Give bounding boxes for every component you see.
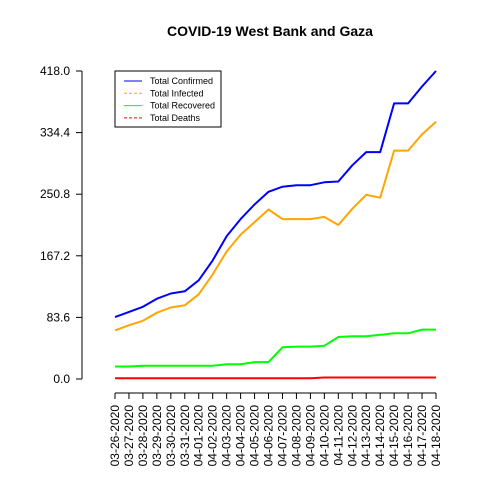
legend-box: [114, 70, 222, 128]
x-tick-label: 03-31-2020: [178, 405, 192, 467]
x-tick-label: 04-07-2020: [275, 405, 289, 467]
x-tick-label: 04-15-2020: [387, 405, 401, 467]
x-tick-label: 04-16-2020: [401, 405, 415, 467]
x-tick-label: 04-10-2020: [317, 405, 331, 467]
y-tick-label: 83.6: [47, 310, 71, 324]
y-tick-label: 0.0: [53, 372, 70, 386]
series-layer: [114, 70, 437, 380]
y-tick-label: 418.0: [40, 64, 70, 78]
x-tick-label: 04-11-2020: [331, 405, 345, 466]
x-tick-label: 04-03-2020: [220, 405, 234, 467]
x-tick-label: 04-04-2020: [234, 405, 248, 467]
y-tick-label: 250.8: [40, 187, 70, 201]
x-tick-label: 04-17-2020: [415, 405, 429, 467]
x-tick-label: 04-09-2020: [303, 405, 317, 467]
legend-label: Total Confirmed: [150, 76, 213, 86]
x-tick-label: 04-02-2020: [206, 405, 220, 467]
y-axis: 0.0 83.6 167.2 250.8 334.4 418.0: [40, 64, 83, 386]
y-tick-label: 334.4: [40, 126, 70, 140]
series-line-total-confirmed: [114, 70, 437, 319]
x-tick-label: 04-01-2020: [192, 405, 206, 467]
x-tick-label: 04-06-2020: [262, 405, 276, 467]
x-tick-label: 03-26-2020: [108, 405, 122, 467]
series-line-total-deaths: [115, 376, 436, 380]
y-tick-label: 167.2: [40, 249, 70, 263]
x-tick-label: 04-12-2020: [345, 405, 359, 467]
x-tick-label: 03-27-2020: [122, 405, 136, 467]
x-tick-label: 04-08-2020: [289, 405, 303, 467]
series-line-total-recovered: [115, 328, 436, 368]
legend: Total Confirmed Total Infected Total Recov…: [114, 70, 222, 128]
legend-label: Total Deaths: [150, 113, 201, 123]
chart-title: COVID-19 West Bank and Gaza: [167, 23, 373, 39]
x-tick-label: 03-28-2020: [136, 405, 150, 467]
x-axis: 03-26-2020 03-27-2020 03-28-2020 03-29-2020…: [108, 392, 443, 467]
x-tick-label: 03-29-2020: [150, 405, 164, 467]
legend-label: Total Infected: [150, 88, 204, 98]
series-line-total-infected: [114, 121, 437, 332]
legend-label: Total Recovered: [150, 101, 215, 111]
x-tick-label: 04-18-2020: [429, 405, 443, 467]
x-tick-label: 03-30-2020: [164, 405, 178, 467]
x-tick-label: 04-14-2020: [373, 405, 387, 467]
x-tick-label: 04-13-2020: [359, 405, 373, 467]
x-tick-label: 04-05-2020: [248, 405, 262, 467]
